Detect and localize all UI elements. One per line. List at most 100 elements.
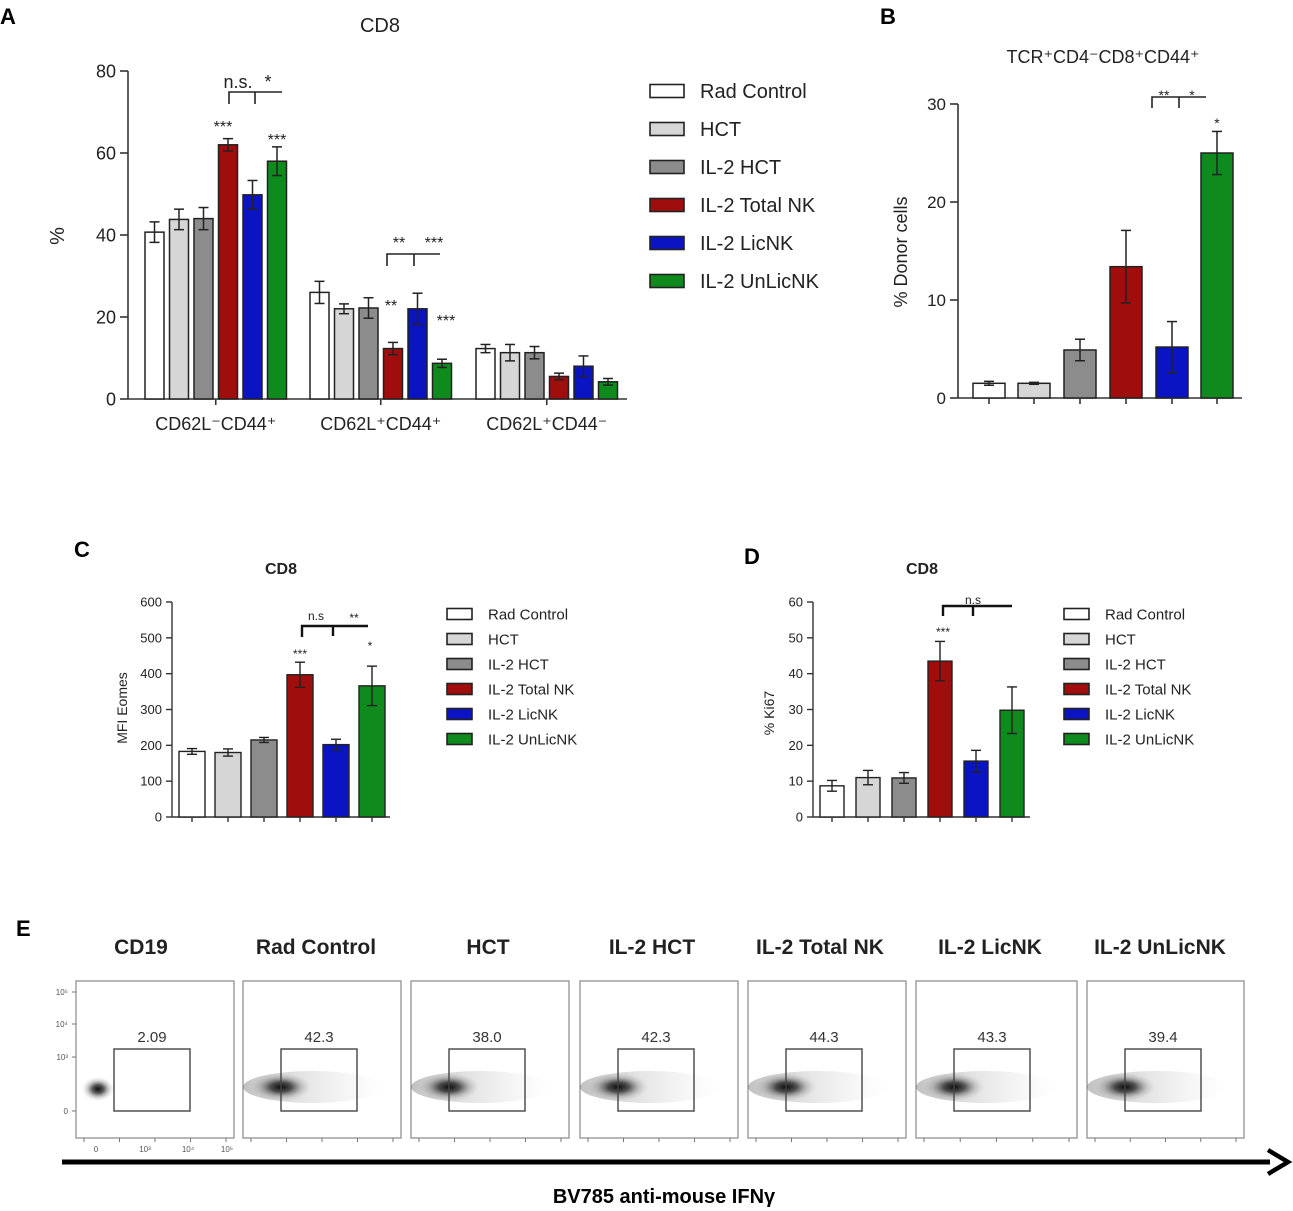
flow-y-tick-label: 0 [64, 1107, 69, 1116]
panel-a-bracket-label: n.s. [223, 72, 252, 92]
flow-x-tick-label: 10³ [139, 1145, 151, 1154]
legend-swatch-hct [1063, 632, 1090, 646]
flow-plot-frame [747, 980, 907, 1139]
panel-b-chart: TCR⁺CD4⁻CD8⁺CD44⁺% Donor cells0102030***… [891, 47, 1242, 408]
legend-label-il-2-licnk: IL-2 LicNK [700, 233, 794, 255]
legend-swatch-il-2-unlicnk [649, 273, 685, 289]
panel-b-y-tick-label: 30 [927, 95, 946, 114]
legend-label-il-2-licnk: IL-2 LicNK [1105, 706, 1175, 723]
panel-c-y-tick-label: 0 [155, 810, 162, 825]
flow-gate-value: 42.3 [304, 1029, 333, 1046]
panel-letter-b: B [880, 4, 896, 29]
flow-gate [1124, 1048, 1202, 1112]
flow-gate-value: 44.3 [809, 1029, 838, 1046]
panel-d-y-tick-label: 0 [796, 810, 803, 825]
panel-d-y-label: % Ki67 [761, 691, 777, 736]
flow-x-tick-label: 0 [94, 1145, 99, 1154]
panel-letter-d: D [744, 544, 760, 569]
legend-swatch-rad-control [446, 607, 473, 621]
legend-label-il-2-total-nk: IL-2 Total NK [488, 681, 574, 698]
legend-label-il-2-total-nk: IL-2 Total NK [1105, 681, 1191, 698]
panel-b-star: * [1214, 115, 1220, 131]
flow-panel-title: IL-2 LicNK [938, 936, 1042, 959]
legend-label-rad-control: Rad Control [488, 606, 568, 623]
panel-a-title: CD8 [360, 15, 400, 37]
panel-b-bracket [1151, 96, 1206, 108]
panel-a-x-tick-label: CD62L⁺CD44⁻ [486, 414, 607, 434]
flow-density-blob [82, 1077, 114, 1101]
panel-a-y-tick-label: 40 [96, 225, 116, 245]
flow-y-tick-label: 10³ [56, 1053, 68, 1062]
legend-label-il-2-unlicnk: IL-2 UnLicNK [1105, 731, 1194, 748]
panel-a-cd62l-cd44-rad-control-bar [475, 347, 496, 400]
panel-d-y-tick-label: 40 [789, 666, 803, 681]
panel-a-x-tick-label: CD62L⁻CD44⁺ [155, 414, 276, 434]
panel-c-y-label: MFI Eomes [114, 672, 130, 744]
panel-c-y-tick-label: 600 [140, 595, 162, 610]
legend-label-il-2-licnk: IL-2 LicNK [488, 706, 558, 723]
panel-a-bracket-label: * [264, 72, 271, 92]
panel-a-y-label: % [47, 227, 69, 245]
panel-d-y-tick-label: 10 [789, 774, 803, 789]
panel-c-bracket-label: n.s [308, 609, 324, 623]
legend-label-rad-control: Rad Control [700, 81, 807, 103]
panel-d-title: CD8 [906, 561, 938, 578]
panel-a-star: ** [385, 298, 397, 315]
legend-label-il-2-unlicnk: IL-2 UnLicNK [488, 731, 577, 748]
legend-label-hct: HCT [1105, 631, 1136, 648]
flow-gate [448, 1048, 526, 1112]
legend-swatch-hct [446, 632, 473, 646]
legend-label-il-2-hct: IL-2 HCT [488, 656, 549, 673]
legend-swatch-il-2-total-nk [446, 682, 473, 696]
panel-c-hct-bar [214, 751, 242, 818]
panel-c-il-2-unlicnk-bar [358, 685, 386, 818]
panel-c-star: * [368, 639, 373, 653]
flow-y-tick-label: 10⁵ [56, 988, 68, 997]
panel-a-cd62l-cd44-il-2-hct-bar [193, 217, 214, 400]
panel-a-cd62l-cd44-rad-control-bar [144, 231, 165, 400]
flow-gate-value: 2.09 [137, 1029, 166, 1046]
flow-y-tick-label: 10⁴ [56, 1020, 69, 1029]
legend-label-hct: HCT [700, 119, 741, 141]
flow-panel-title: IL-2 UnLicNK [1094, 936, 1226, 959]
legend-label-il-2-hct: IL-2 HCT [1105, 656, 1166, 673]
panel-a-cd62l-cd44-il-2-unlicnk-bar [266, 160, 288, 400]
legend-swatch-il-2-unlicnk [446, 732, 473, 746]
flow-plot-frame [75, 980, 235, 1139]
legend-swatch-il-2-total-nk [1063, 682, 1090, 696]
flow-gate [280, 1048, 358, 1112]
panel-b-title: TCR⁺CD4⁻CD8⁺CD44⁺ [1006, 47, 1199, 67]
panel-a-cd62l-cd44-il-2-total-nk-bar [382, 347, 404, 400]
panel-a-star: *** [268, 132, 287, 149]
panel-a-bracket-label: *** [425, 235, 444, 252]
panel-d-bracket [941, 604, 1012, 616]
panel-c-y-tick-label: 200 [140, 738, 162, 753]
panel-c-y-tick-label: 100 [140, 774, 162, 789]
panel-c-y-tick-label: 300 [140, 702, 162, 717]
panel-c-il-2-total-nk-bar [286, 674, 314, 818]
legend-swatch-il-2-unlicnk [1063, 732, 1090, 746]
panel-d-bracket-label: n.s [965, 593, 981, 607]
legend-label-rad-control: Rad Control [1105, 606, 1185, 623]
panel-a-chart: CD8% 0 20 40 60 80 CD62L⁻CD44⁺ CD62L⁺CD44⁺ CD62L… [47, 15, 820, 434]
panel-b-y-tick-label: 20 [927, 193, 946, 212]
panel-a-cd62l-cd44-hct-bar [333, 308, 355, 400]
panel-b-y-tick-label: 0 [937, 389, 946, 408]
flow-plot-frame [915, 980, 1078, 1139]
flow-panel-title: IL-2 HCT [609, 936, 696, 959]
flow-x-label: BV785 anti-mouse IFNγ [553, 1186, 776, 1208]
panel-a-y-tick-label: 0 [106, 389, 116, 409]
panel-a-y-tick-label: 20 [96, 307, 116, 327]
panel-d-y-tick-label: 50 [789, 630, 803, 645]
panel-c-y-tick-label: 500 [140, 630, 162, 645]
flow-panel-title: Rad Control [256, 936, 376, 959]
flow-plot-frame [410, 980, 570, 1139]
legend-swatch-il-2-hct [1063, 657, 1090, 671]
panel-letter-a: A [0, 4, 16, 29]
panel-a-cd62l-cd44-rad-control-bar [309, 291, 330, 400]
panel-a-y-tick-label: 60 [96, 143, 116, 163]
flow-plot-frame [242, 980, 402, 1139]
legend-swatch-il-2-total-nk [649, 197, 685, 213]
legend-swatch-il-2-licnk [649, 235, 685, 251]
